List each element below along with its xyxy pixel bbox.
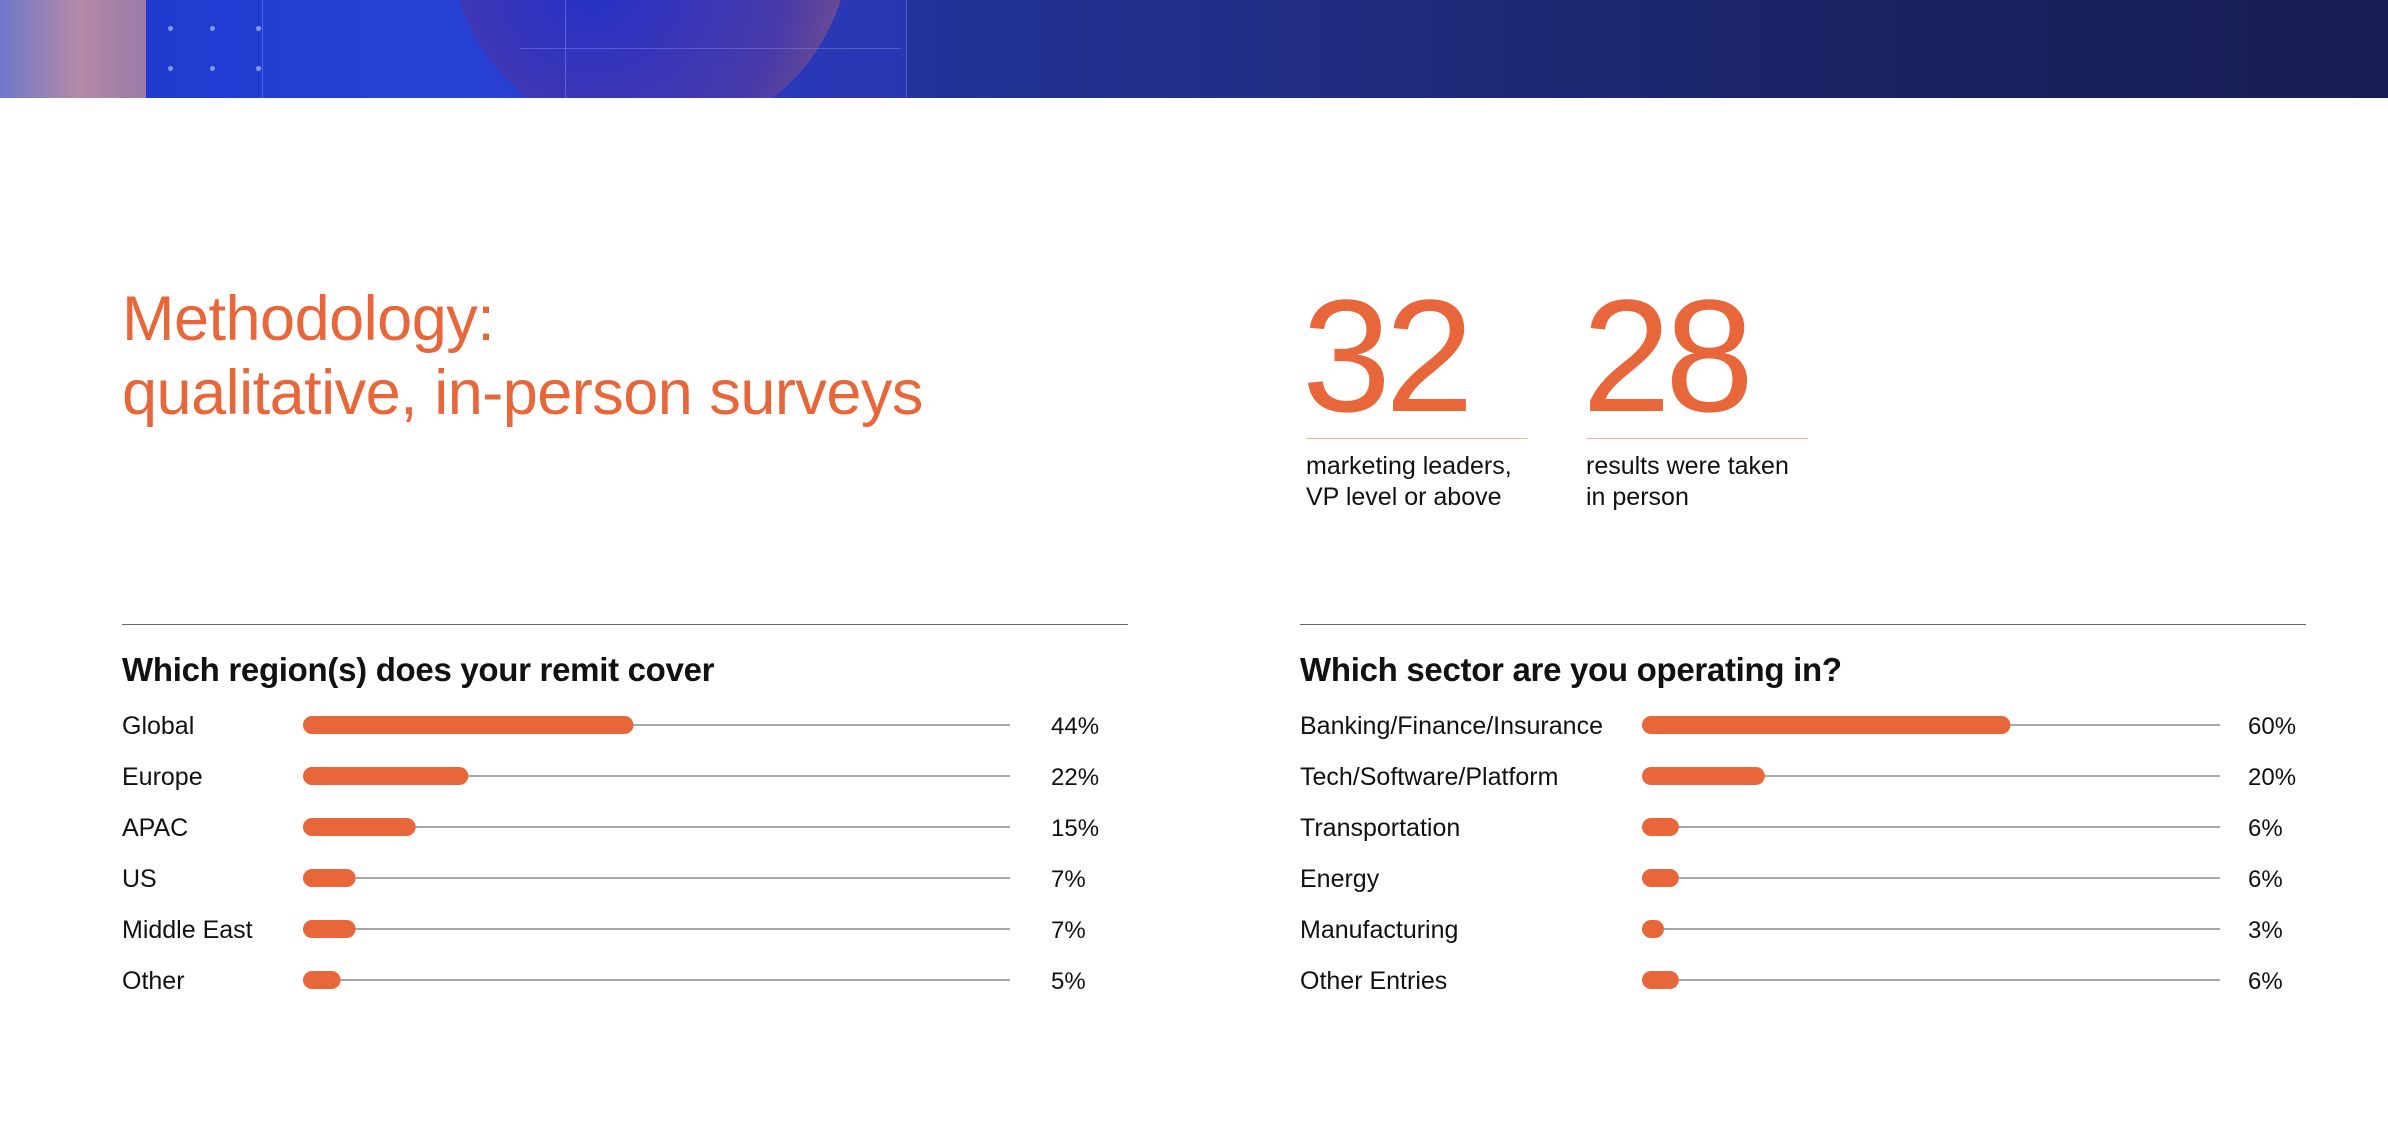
bar-europe bbox=[303, 767, 469, 785]
section-divider bbox=[122, 624, 1128, 625]
category-label: Energy bbox=[1300, 865, 1380, 893]
value-label: 15% bbox=[1051, 815, 1099, 842]
value-label: 20% bbox=[2248, 764, 2296, 791]
stat-caption-line-2: VP level or above bbox=[1306, 483, 1502, 511]
page-title: Methodology: qualitative, in-person surv… bbox=[122, 282, 923, 430]
bar-transportation bbox=[1642, 818, 1679, 836]
region-chart-section: Which region(s) does your remit cover Gl… bbox=[122, 624, 1128, 995]
category-label: Manufacturing bbox=[1300, 916, 1458, 944]
category-label: Global bbox=[122, 712, 194, 740]
header-banner bbox=[0, 0, 2388, 98]
value-label: 5% bbox=[1051, 968, 1086, 995]
value-label: 22% bbox=[1051, 764, 1099, 791]
stat-caption-line-1: results were taken bbox=[1586, 452, 1789, 480]
value-label: 60% bbox=[2248, 713, 2296, 740]
bar-energy bbox=[1642, 869, 1679, 887]
stat-caption: results were taken in person bbox=[1586, 451, 1816, 513]
value-label: 6% bbox=[2248, 815, 2283, 842]
value-label: 6% bbox=[2248, 968, 2283, 995]
banner-divider bbox=[262, 0, 263, 98]
category-label: Middle East bbox=[122, 916, 253, 944]
bar-other-entries bbox=[1642, 971, 1679, 989]
category-label: APAC bbox=[122, 814, 188, 842]
stat-block-respondents: 32 marketing leaders, VP level or above bbox=[1302, 276, 1536, 513]
value-label: 7% bbox=[1051, 866, 1086, 893]
category-label: Banking/Finance/Insurance bbox=[1300, 712, 1603, 740]
banner-divider bbox=[565, 0, 566, 98]
sector-chart-section: Which sector are you operating in? Banki… bbox=[1300, 624, 2306, 995]
category-label: US bbox=[122, 865, 157, 893]
stat-divider bbox=[1306, 438, 1528, 439]
stat-caption: marketing leaders, VP level or above bbox=[1306, 451, 1536, 513]
value-label: 6% bbox=[2248, 866, 2283, 893]
bar-us bbox=[303, 869, 356, 887]
section-divider bbox=[1300, 624, 2306, 625]
page-title-line-2: qualitative, in-person surveys bbox=[122, 358, 923, 428]
category-label: Tech/Software/Platform bbox=[1300, 763, 1558, 791]
bar-other bbox=[303, 971, 341, 989]
stat-value: 32 bbox=[1302, 266, 1474, 445]
banner-orb-graphic bbox=[450, 0, 850, 98]
page-title-line-1: Methodology: bbox=[122, 284, 495, 354]
bar-manufacturing bbox=[1642, 920, 1664, 938]
bar-apac bbox=[303, 818, 416, 836]
region-bar-chart: Global 44% Europe 22% APAC 15% US 7% Middle East… bbox=[122, 712, 1099, 995]
region-chart-title: Which region(s) does your remit cover bbox=[122, 651, 715, 688]
category-label: Other bbox=[122, 967, 185, 995]
sector-chart-title: Which sector are you operating in? bbox=[1300, 651, 1842, 688]
value-label: 44% bbox=[1051, 713, 1099, 740]
banner-divider bbox=[520, 48, 900, 49]
bar-banking-finance-insurance bbox=[1642, 716, 2011, 734]
category-label: Europe bbox=[122, 763, 203, 791]
stat-block-in-person: 28 results were taken in person bbox=[1582, 276, 1816, 513]
category-label: Other Entries bbox=[1300, 967, 1447, 995]
value-label: 7% bbox=[1051, 917, 1086, 944]
value-label: 3% bbox=[2248, 917, 2283, 944]
banner-gradient-left bbox=[0, 0, 146, 98]
stat-caption-line-1: marketing leaders, bbox=[1306, 452, 1512, 480]
bar-global bbox=[303, 716, 634, 734]
stat-caption-line-2: in person bbox=[1586, 483, 1689, 511]
bar-middle-east bbox=[303, 920, 356, 938]
stat-divider bbox=[1586, 438, 1808, 439]
sector-bar-chart: Banking/Finance/Insurance 60% Tech/Softwar… bbox=[1300, 712, 2296, 995]
banner-divider bbox=[906, 0, 907, 98]
category-label: Transportation bbox=[1300, 814, 1460, 842]
stat-value: 28 bbox=[1582, 266, 1754, 445]
bar-tech-software-platform bbox=[1642, 767, 1765, 785]
